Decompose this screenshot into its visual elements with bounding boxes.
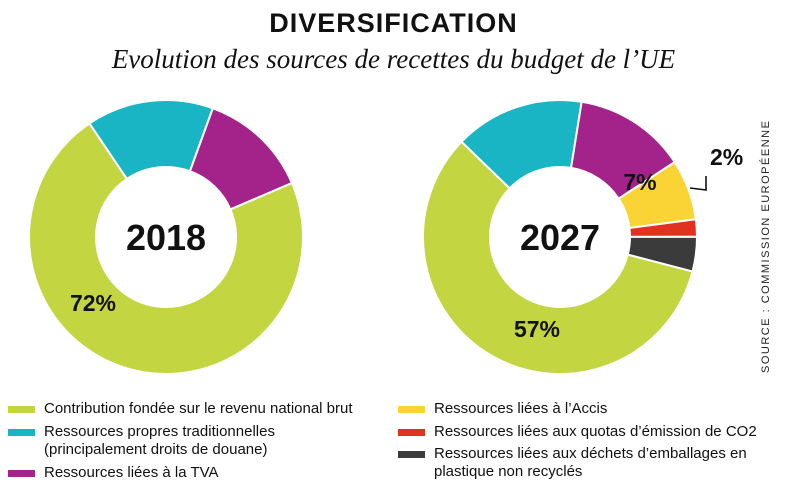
legend-swatch-tor xyxy=(8,429,35,436)
legend-label-ets: Ressources liées aux quotas d’émission d… xyxy=(434,423,757,440)
legend-swatch-ets xyxy=(398,429,425,436)
chart-subtitle: Evolution des sources de recettes du bud… xyxy=(111,44,676,74)
source-note: SOURCE : COMMISSION EUROPÉENNE xyxy=(760,119,772,373)
slice-label-2027-ccctb: 7% xyxy=(623,169,656,195)
legend-label-vat: Ressources liées à la TVA xyxy=(44,464,219,481)
slice-2027-gni xyxy=(422,140,694,375)
center-label-2027: 2027 xyxy=(520,217,600,258)
legend-item-vat: Ressources liées à la TVA xyxy=(8,464,388,482)
legend-item-tor: Ressources propres traditionnelles (prin… xyxy=(8,423,308,459)
center-label-2018: 2018 xyxy=(126,217,206,258)
legend-item-ets: Ressources liées aux quotas d’émission d… xyxy=(398,423,783,441)
legend-item-ccctb: Ressources liées à l’Accis xyxy=(398,400,783,418)
legend-swatch-gni xyxy=(8,406,35,413)
leader-line-2027 xyxy=(689,176,707,191)
slice-2018-gni xyxy=(28,122,304,375)
legend-label-ccctb: Ressources liées à l’Accis xyxy=(434,400,608,417)
slice-label-2027-gni: 57% xyxy=(514,316,560,342)
legend-item-gni: Contribution fondée sur le revenu nation… xyxy=(8,400,388,418)
legend-item-plastic: Ressources liées aux déchets d’emballage… xyxy=(398,445,783,481)
legend-label-plastic: Ressources liées aux déchets d’emballage… xyxy=(434,445,747,480)
legend-label-tor: Ressources propres traditionnelles (prin… xyxy=(44,423,275,458)
legend-swatch-plastic xyxy=(398,451,425,458)
slice-label-2027-ets: 2% xyxy=(710,144,743,170)
legend-label-gni: Contribution fondée sur le revenu nation… xyxy=(44,400,353,417)
legend-swatch-vat xyxy=(8,470,35,477)
legend-swatch-ccctb xyxy=(398,406,425,413)
chart-title: DIVERSIFICATION xyxy=(269,8,518,38)
slice-label-2018-gni: 72% xyxy=(70,290,116,316)
